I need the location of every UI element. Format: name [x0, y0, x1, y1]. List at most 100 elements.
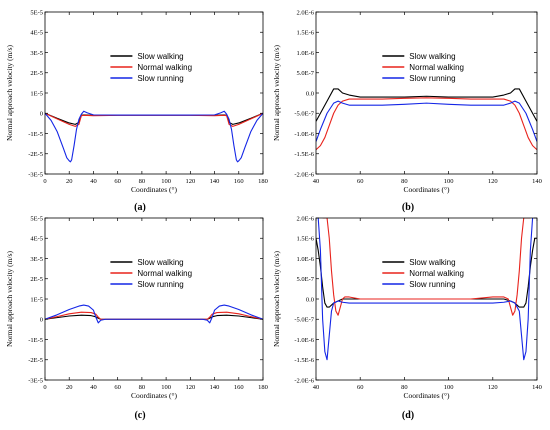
legend-label: Slow walking [409, 52, 455, 61]
x-tick-label: 20 [66, 178, 73, 185]
x-tick-label: 100 [444, 384, 454, 391]
y-tick-label: 5E-5 [30, 215, 43, 222]
y-tick-label: -5.0E-7 [294, 317, 314, 324]
x-tick-label: 160 [234, 384, 244, 391]
legend-label: Slow running [137, 280, 183, 289]
x-tick-label: 120 [185, 384, 195, 391]
chart-panel-4: 40 60 80 100 120 140 -2.0E-6 -1.5E-6 -1.0E-6 -5.0… [272, 215, 542, 421]
series-line-normal-walking [322, 218, 531, 316]
y-tick-label: 3E-5 [30, 50, 43, 57]
x-tick-label: 80 [139, 384, 146, 391]
panel-label: (c) [134, 410, 145, 421]
series-line-slow-running [316, 100, 537, 142]
x-axis-title: Coordinates (°) [403, 185, 450, 194]
y-tick-label: -2.0E-6 [294, 171, 314, 178]
x-axis-title: Coordinates (°) [131, 185, 178, 194]
x-tick-label: 80 [401, 384, 408, 391]
legend-label: Slow running [137, 74, 183, 83]
x-tick-label: 0 [43, 384, 46, 391]
y-tick-label: 2.0E-6 [296, 215, 314, 222]
y-tick-label: -2E-5 [28, 357, 43, 364]
panel-label: (b) [402, 202, 414, 213]
legend-label: Normal walking [409, 63, 464, 72]
series-line-slow-running [45, 304, 263, 324]
x-tick-label: 60 [357, 178, 364, 185]
y-tick-label: 0 [40, 111, 43, 118]
y-tick-label: 1.0E-6 [296, 50, 314, 57]
x-tick-label: 40 [313, 178, 320, 185]
y-tick-label: 1.5E-6 [296, 236, 314, 243]
x-axis-title: Coordinates (°) [403, 391, 450, 400]
x-axis-title: Coordinates (°) [131, 391, 178, 400]
y-tick-label: 3E-5 [30, 256, 43, 263]
x-tick-label: 40 [313, 384, 320, 391]
y-tick-label: 0.0 [306, 90, 314, 97]
series-line-normal-walking [316, 97, 537, 151]
y-tick-label: -1E-5 [28, 131, 43, 138]
x-tick-label: 160 [234, 178, 244, 185]
x-tick-label: 60 [114, 384, 121, 391]
chart-panel-2: 40 60 80 100 120 140 -2.0E-6 -1.5E-6 -1.0E-6 -5.0… [272, 9, 542, 213]
series-line-slow-walking [316, 88, 537, 122]
x-tick-label: 180 [258, 384, 268, 391]
plot-frame [315, 11, 538, 175]
x-tick-label: 120 [488, 178, 498, 185]
chart-panel-3: 0 20 40 60 80 100 120 140 160 180 -3E-5 -2E-5 -1E-5 0… [5, 215, 268, 421]
x-tick-label: 140 [532, 384, 542, 391]
y-tick-label: 5E-5 [30, 9, 43, 16]
x-tick-label: 60 [357, 384, 364, 391]
x-tick-label: 120 [488, 384, 498, 391]
y-axis-title: Normal approach velocity (m/s) [272, 250, 281, 347]
y-axis-title: Normal approach velocity (m/s) [5, 44, 14, 141]
y-tick-label: 2E-5 [30, 276, 43, 283]
y-tick-label: 5.0E-7 [296, 276, 314, 283]
y-tick-label: -1E-5 [28, 337, 43, 344]
y-tick-label: 2E-5 [30, 70, 43, 77]
plot-frame [44, 11, 264, 175]
x-tick-label: 80 [139, 178, 146, 185]
legend-label: Slow walking [137, 52, 183, 61]
y-tick-label: 1E-5 [30, 296, 43, 303]
legend-label: Normal walking [137, 269, 192, 278]
x-tick-label: 100 [161, 178, 171, 185]
y-tick-label: -2.0E-6 [294, 377, 314, 384]
legend-label: Slow walking [409, 258, 455, 267]
x-tick-label: 80 [401, 178, 408, 185]
x-tick-label: 40 [90, 384, 97, 391]
y-tick-label: -3E-5 [28, 377, 43, 384]
y-axis-title: Normal approach velocity (m/s) [5, 250, 14, 347]
y-tick-label: 1.0E-6 [296, 256, 314, 263]
y-tick-label: 4E-5 [30, 30, 43, 37]
x-tick-label: 0 [43, 178, 46, 185]
legend-label: Normal walking [409, 269, 464, 278]
y-tick-label: 1E-5 [30, 90, 43, 97]
chart-panel-1: 0 20 40 60 80 100 120 140 160 180 -3E-5 -2E-5 -1E-5 0… [5, 9, 268, 213]
x-tick-label: 100 [444, 178, 454, 185]
x-tick-label: 140 [210, 178, 220, 185]
y-tick-label: 0.0 [306, 296, 314, 303]
x-tick-label: 180 [258, 178, 268, 185]
series-line-slow-running [45, 110, 263, 163]
legend-label: Slow running [409, 280, 455, 289]
x-tick-label: 120 [185, 178, 195, 185]
x-tick-label: 60 [114, 178, 121, 185]
y-tick-label: -1.5E-6 [294, 151, 314, 158]
y-tick-label: 2.0E-6 [296, 9, 314, 16]
y-tick-label: -3E-5 [28, 171, 43, 178]
plot-frame [44, 217, 264, 381]
legend-label: Normal walking [137, 63, 192, 72]
legend-label: Slow running [409, 74, 455, 83]
x-tick-label: 100 [161, 384, 171, 391]
y-tick-label: -2E-5 [28, 151, 43, 158]
x-tick-label: 140 [532, 178, 542, 185]
y-tick-label: 0 [40, 317, 43, 324]
y-tick-label: 1.5E-6 [296, 30, 314, 37]
y-tick-label: -5.0E-7 [294, 111, 314, 118]
y-tick-label: -1.0E-6 [294, 337, 314, 344]
legend-label: Slow walking [137, 258, 183, 267]
y-tick-label: 5.0E-7 [296, 70, 314, 77]
y-tick-label: 4E-5 [30, 236, 43, 243]
series-line-slow-running [316, 218, 537, 361]
x-tick-label: 140 [210, 384, 220, 391]
